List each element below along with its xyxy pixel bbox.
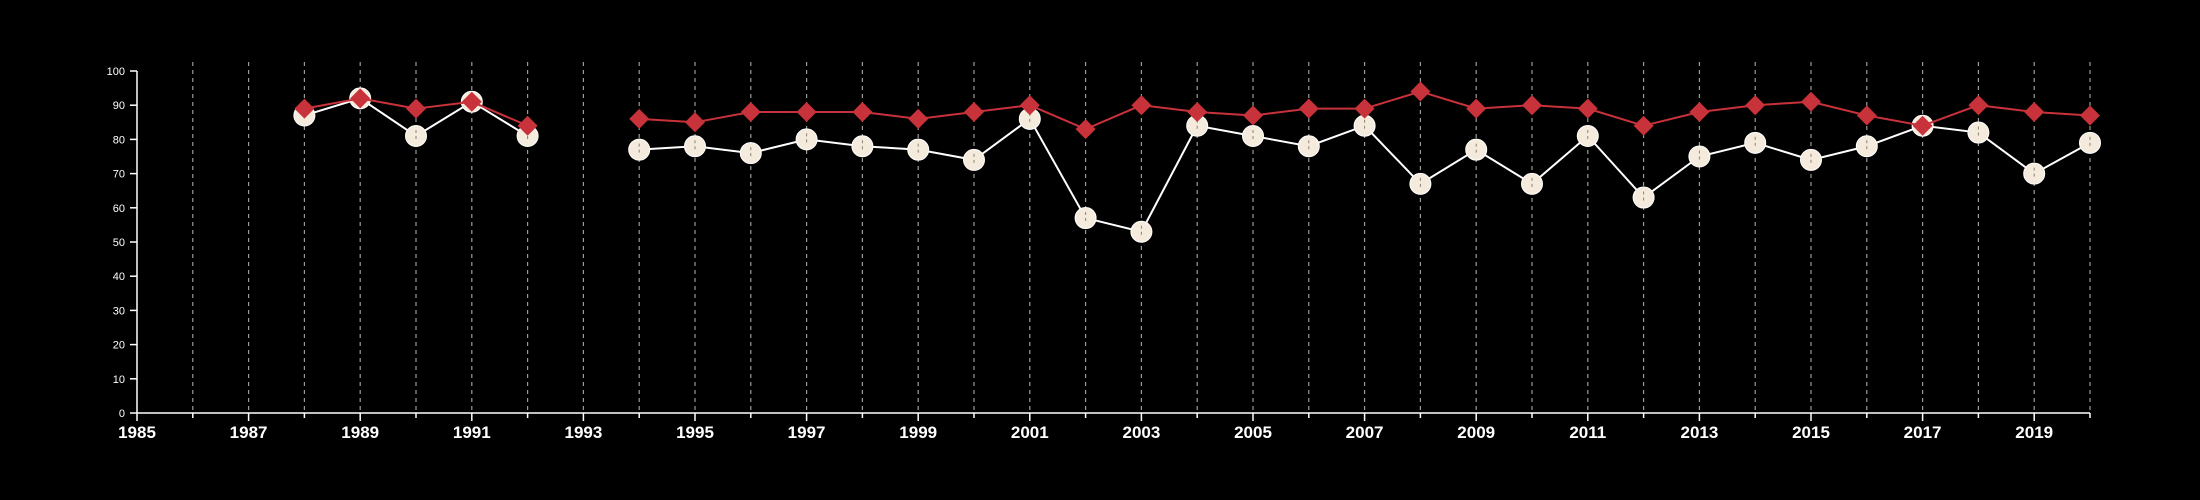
x-tick-label: 1999	[899, 423, 937, 442]
x-tick-label: 2009	[1457, 423, 1495, 442]
data-point	[1745, 95, 1766, 116]
data-point	[1019, 95, 1040, 116]
data-point	[1577, 98, 1598, 119]
data-point	[350, 88, 371, 109]
x-tick-label: 1989	[341, 423, 379, 442]
y-tick-label: 100	[107, 66, 125, 78]
data-point	[517, 115, 538, 136]
x-tick-label: 2003	[1122, 423, 1160, 442]
y-tick-label: 80	[113, 134, 125, 146]
data-point	[1801, 91, 1821, 112]
y-tick-label: 50	[113, 237, 125, 249]
data-point	[1968, 95, 1989, 116]
series-diamond	[294, 81, 2100, 140]
x-tick-label: 1993	[564, 423, 602, 442]
data-point	[1243, 105, 1263, 126]
data-point	[964, 102, 984, 123]
data-point	[1522, 95, 1542, 116]
y-tick-label: 90	[113, 100, 125, 112]
x-tick-label: 1997	[788, 423, 826, 442]
data-point	[461, 91, 482, 112]
data-point	[1633, 115, 1654, 136]
series-circle	[293, 87, 2101, 243]
y-tick-label: 20	[113, 340, 125, 352]
series	[293, 81, 2101, 243]
data-point	[629, 108, 650, 129]
x-tick-label: 2013	[1680, 423, 1718, 442]
y-tick-label: 40	[113, 271, 125, 283]
data-point	[1856, 105, 1877, 126]
data-point	[685, 112, 705, 133]
data-point	[2024, 102, 2045, 123]
x-tick-label: 1995	[676, 423, 714, 442]
data-point	[1410, 81, 1431, 102]
data-point	[1912, 115, 1933, 136]
data-point	[740, 102, 761, 123]
x-tick-label: 2019	[2015, 423, 2053, 442]
x-tick-label: 2017	[1904, 423, 1942, 442]
x-tick-label: 2011	[1569, 423, 1606, 442]
data-point	[406, 98, 426, 119]
y-tick-label: 0	[119, 408, 125, 420]
x-tick-label: 2015	[1792, 423, 1830, 442]
data-point	[1466, 98, 1487, 119]
y-tick-label: 70	[113, 169, 125, 181]
data-point	[1689, 102, 1710, 123]
x-tick-label: 2005	[1234, 423, 1272, 442]
data-point	[852, 102, 873, 123]
axes: 0 10 20 30 40 50 60 70 80 90 100 1985 1987 1989 1991 19…	[107, 66, 2091, 442]
data-point	[1354, 98, 1375, 119]
x-tick-label: 1991	[453, 423, 491, 442]
x-tick-label: 1985	[118, 423, 156, 442]
data-point	[908, 108, 929, 129]
y-tick-label: 60	[113, 203, 125, 215]
data-point	[796, 102, 817, 123]
data-point	[2080, 105, 2100, 126]
data-point	[1131, 95, 1152, 116]
x-tick-label: 2007	[1346, 423, 1384, 442]
data-point	[1187, 102, 1208, 123]
data-point	[294, 98, 315, 119]
x-tick-label: 1987	[230, 423, 268, 442]
data-point	[1298, 98, 1319, 119]
x-tick-label: 2001	[1011, 423, 1049, 442]
data-point	[1075, 119, 1096, 140]
y-tick-label: 10	[113, 374, 125, 386]
y-tick-label: 30	[113, 305, 125, 317]
